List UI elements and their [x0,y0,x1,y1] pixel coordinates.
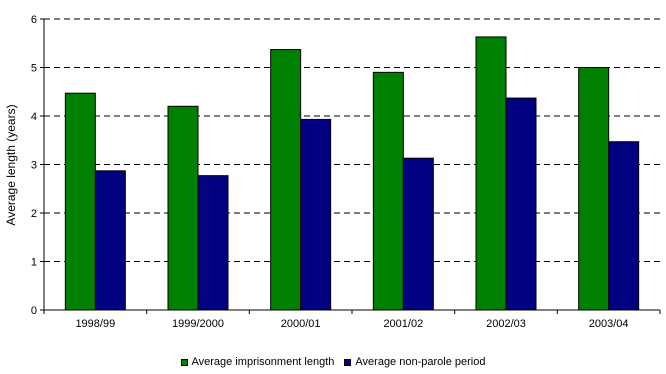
x-tick-label: 2000/01 [281,318,321,330]
bar-non-parole [402,157,434,311]
bars [64,36,640,311]
y-tick-label: 0 [31,305,37,317]
bar-non-parole [505,97,537,311]
y-tick-label: 5 [31,63,37,75]
bar-imprisonment [64,92,96,311]
bar-imprisonment [270,49,302,311]
y-tick-label: 6 [31,14,37,26]
legend-item-non-parole: Average non-parole period [344,356,485,368]
axes [40,18,661,314]
bar-imprisonment [578,67,610,311]
legend-item-imprisonment: Average imprisonment length [180,356,335,368]
bar-non-parole [608,141,640,311]
bar-chart: 0 1 2 3 4 5 6 1998/99 1999/2000 2000/01 2001/02 20… [4,14,661,330]
y-tick-label: 4 [31,111,37,123]
x-tick-label: 2002/03 [486,318,526,330]
x-tick-label: 2003/04 [589,318,629,330]
legend-label-non-parole: Average non-parole period [355,356,486,368]
y-tick-label: 3 [31,160,37,172]
legend: Average imprisonment length Average non-… [0,355,666,369]
legend-swatch-navy [344,358,352,366]
bar-imprisonment [475,36,507,311]
bar-non-parole [94,170,126,311]
x-tick-labels: 1998/99 1999/2000 2000/01 2001/02 2002/03 200… [75,318,628,330]
y-tick-label: 2 [31,208,37,220]
bar-imprisonment [167,105,199,311]
x-tick-label: 2001/02 [383,318,423,330]
y-axis-label: Average length (years) [4,104,18,225]
x-tick-label: 1998/99 [75,318,115,330]
y-tick-label: 1 [31,257,37,269]
y-tick-labels: 0 1 2 3 4 5 6 [31,14,37,317]
bar-non-parole [300,118,332,311]
legend-swatch-green [180,358,188,366]
x-tick-label: 1999/2000 [172,318,224,330]
bar-non-parole [197,175,229,311]
bar-imprisonment [372,71,404,311]
legend-label-imprisonment: Average imprisonment length [191,356,335,368]
grid-lines [44,18,660,262]
